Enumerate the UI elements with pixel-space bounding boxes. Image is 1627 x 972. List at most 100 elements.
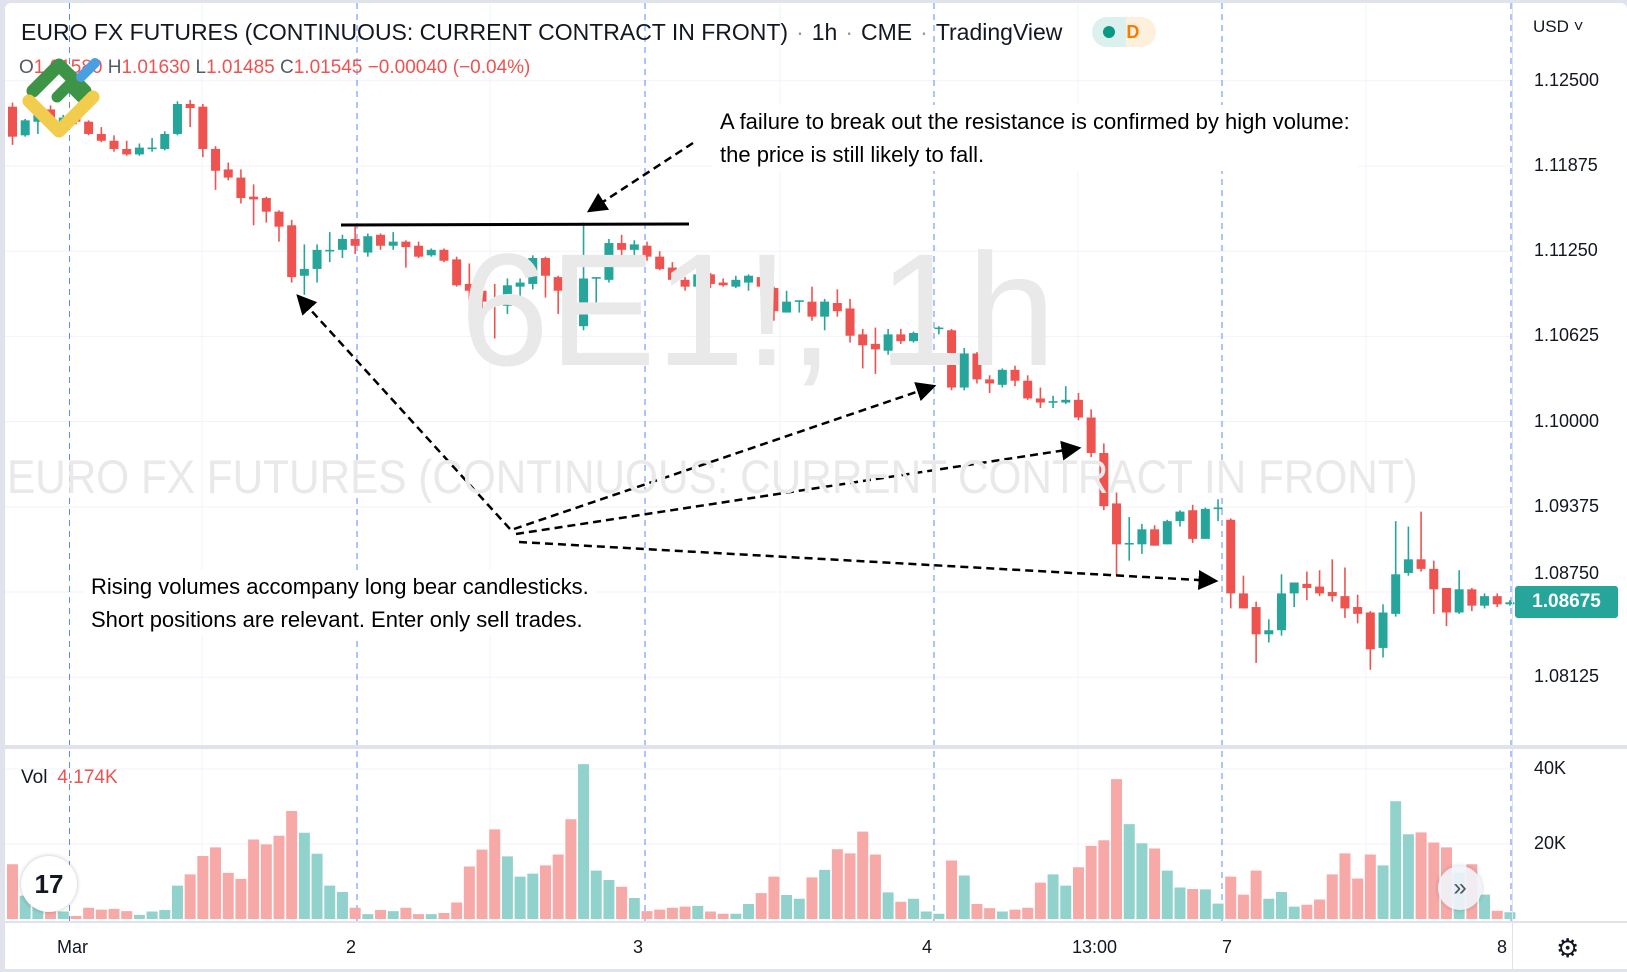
volume-bar [324, 885, 336, 919]
volume-bar [489, 829, 501, 919]
annotation-top-line2: the price is still likely to fall. [720, 142, 985, 167]
bear-candle [845, 308, 855, 336]
bear-candle [1010, 369, 1020, 381]
volume-bar [781, 895, 793, 919]
annotation-arrow [518, 540, 1219, 591]
price-tick-label: 1.12500 [1534, 69, 1600, 90]
annotation-bottom-line2: Short positions are relevant. Enter only… [91, 607, 583, 632]
bear-candle [680, 279, 690, 287]
bull-candle [959, 353, 969, 388]
open-label: O [19, 57, 34, 78]
volume-bar [375, 910, 387, 919]
chart-canvas[interactable] [5, 3, 1627, 969]
volume-bar [210, 847, 222, 919]
time-tick-label: 2 [346, 937, 357, 957]
bull-candle [1289, 582, 1299, 594]
volume-legend: Vol 4.174K [21, 767, 118, 789]
bull-candle [299, 268, 309, 276]
bear-candle [490, 301, 500, 306]
bear-candle [350, 238, 360, 246]
tradingview-logo[interactable]: 17 [21, 856, 77, 912]
bull-candle [1124, 542, 1134, 545]
bull-candle [794, 300, 804, 302]
close-value: 1.01545 [293, 57, 363, 78]
bull-candle [731, 279, 741, 287]
bear-candle [972, 353, 982, 380]
interval-label[interactable]: 1h [811, 18, 838, 45]
volume-bar [768, 876, 780, 919]
volume-bar [920, 911, 932, 919]
bull-candle [1162, 521, 1172, 545]
bull-candle [1048, 401, 1058, 403]
volume-bar [146, 911, 158, 919]
volume-bar [717, 913, 729, 919]
volume-bar [1491, 910, 1503, 919]
price-tick-label: 1.09375 [1534, 495, 1600, 516]
volume-bar [1111, 779, 1123, 919]
bear-candle [756, 277, 766, 287]
volume-bar [704, 911, 716, 919]
bear-candle [718, 282, 728, 286]
volume-bar [57, 911, 69, 919]
watermark-symbol: 6E1!, 1h [460, 220, 1057, 399]
volume-bar [1301, 904, 1313, 919]
volume-bar [133, 914, 145, 919]
bull-candle [172, 103, 182, 134]
bear-candle [870, 343, 880, 350]
volume-bar [895, 901, 907, 919]
bear-candle [617, 243, 627, 250]
watermark-description: EURO FX FUTURES (CONTINUOUS: CURRENT CON… [7, 450, 1418, 503]
volume-bar [819, 869, 831, 919]
bear-candle [1150, 529, 1160, 546]
bull-candle [147, 147, 157, 150]
market-status-badge[interactable]: D [1092, 17, 1157, 47]
bear-candle [122, 148, 132, 155]
volume-bar [1199, 889, 1211, 919]
bear-candle [1035, 398, 1045, 403]
bear-candle [1492, 596, 1502, 605]
bull-candle [908, 333, 918, 342]
volume-bar [590, 870, 602, 919]
bear-candle [1112, 503, 1122, 545]
currency-selector[interactable]: USD ˅ [1533, 17, 1584, 37]
bear-candle [211, 148, 221, 171]
bear-candle [236, 177, 246, 199]
volume-bar [235, 878, 247, 919]
volume-bar [298, 832, 310, 919]
bear-candle [1315, 586, 1325, 594]
volume-bar [793, 898, 805, 919]
scroll-to-realtime-button[interactable]: » [1438, 866, 1482, 910]
bear-candle [1365, 612, 1375, 650]
chart-settings-button[interactable]: ⚙ [1556, 933, 1579, 964]
bull-candle [1391, 574, 1401, 614]
volume-label: Vol [21, 767, 48, 788]
bear-candle [540, 258, 550, 276]
bull-candle [528, 258, 538, 284]
bull-candle [820, 301, 830, 317]
volume-bar [933, 913, 945, 919]
symbol-title[interactable]: EURO FX FUTURES (CONTINUOUS: CURRENT CON… [21, 18, 789, 45]
bull-candle [579, 278, 589, 327]
volume-bar [654, 909, 666, 919]
bull-candle [629, 244, 639, 250]
bull-candle [934, 327, 944, 330]
volume-bar [882, 892, 894, 919]
separator: · [920, 18, 928, 45]
bull-candle [1175, 511, 1185, 522]
bull-candle [744, 275, 754, 283]
bull-candle [591, 277, 601, 279]
bull-candle [1264, 630, 1274, 635]
exchange-label: CME [861, 18, 913, 45]
annotation-bottom[interactable]: Rising volumes accompany long bear candl… [85, 570, 595, 636]
bull-candle [312, 249, 322, 269]
volume-bar [616, 886, 628, 919]
annotation-top[interactable]: A failure to break out the resistance is… [712, 105, 1358, 171]
currency-label: USD [1533, 17, 1569, 36]
volume-bar [463, 866, 475, 919]
volume-bar [83, 907, 95, 919]
volume-bar [1402, 834, 1414, 919]
bear-candle [452, 259, 462, 286]
volume-bar [349, 907, 361, 919]
volume-bar [1288, 906, 1300, 919]
volume-bar [628, 898, 640, 919]
